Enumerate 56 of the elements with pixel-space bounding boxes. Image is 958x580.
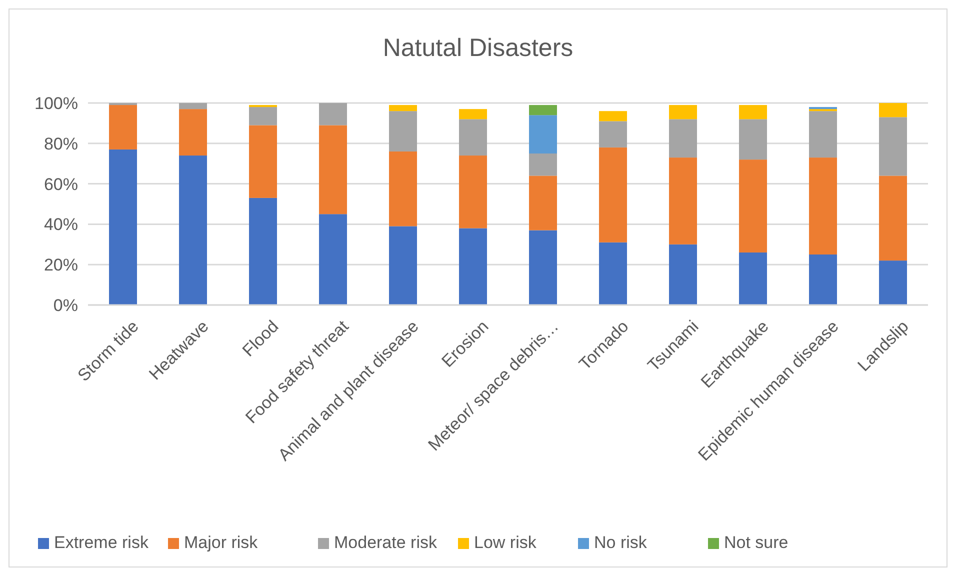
bar bbox=[319, 214, 347, 305]
legend-label: Not sure bbox=[724, 533, 788, 552]
bar bbox=[249, 125, 277, 198]
bar bbox=[809, 111, 837, 158]
bar bbox=[669, 119, 697, 158]
bar bbox=[669, 244, 697, 305]
bar bbox=[179, 103, 207, 110]
legend-label: Major risk bbox=[184, 533, 258, 552]
bar bbox=[739, 105, 767, 120]
bar bbox=[599, 111, 627, 122]
bar bbox=[389, 151, 417, 226]
legend-label: Low risk bbox=[474, 533, 537, 552]
bar bbox=[389, 226, 417, 305]
chart-title: Natutal Disasters bbox=[382, 34, 574, 62]
legend-label: Moderate risk bbox=[334, 533, 438, 552]
bar bbox=[249, 107, 277, 126]
bar bbox=[739, 252, 767, 305]
bar bbox=[109, 149, 137, 305]
bar bbox=[459, 228, 487, 305]
bar bbox=[459, 109, 487, 120]
bar bbox=[319, 103, 347, 126]
legend-label: No risk bbox=[594, 533, 648, 552]
bar bbox=[809, 158, 837, 254]
bar bbox=[459, 156, 487, 228]
bar bbox=[879, 176, 907, 261]
bar bbox=[389, 111, 417, 152]
bar bbox=[809, 254, 837, 305]
legend-label: Extreme risk bbox=[54, 533, 149, 552]
y-tick-label: 20% bbox=[44, 256, 78, 275]
bar bbox=[739, 160, 767, 252]
bar bbox=[879, 117, 907, 176]
bar bbox=[529, 115, 557, 154]
bar bbox=[669, 105, 697, 120]
bar bbox=[529, 176, 557, 230]
y-tick-label: 80% bbox=[44, 134, 78, 154]
bar bbox=[599, 147, 627, 242]
bar bbox=[459, 119, 487, 156]
bar bbox=[879, 260, 907, 305]
bar bbox=[389, 105, 417, 112]
bar bbox=[599, 121, 627, 148]
y-tick-label: 0% bbox=[53, 296, 78, 315]
bar bbox=[739, 119, 767, 160]
bar bbox=[179, 156, 207, 305]
y-tick-label: 100% bbox=[34, 94, 78, 113]
bar bbox=[669, 158, 697, 244]
bar bbox=[529, 105, 557, 116]
bar bbox=[319, 125, 347, 214]
bar bbox=[249, 198, 277, 305]
y-tick-label: 40% bbox=[44, 215, 78, 234]
bar bbox=[179, 109, 207, 156]
bar bbox=[879, 103, 907, 118]
y-tick-label: 60% bbox=[44, 174, 78, 194]
bar bbox=[599, 242, 627, 305]
bar bbox=[109, 105, 137, 150]
bar bbox=[529, 230, 557, 305]
bar bbox=[529, 154, 557, 176]
